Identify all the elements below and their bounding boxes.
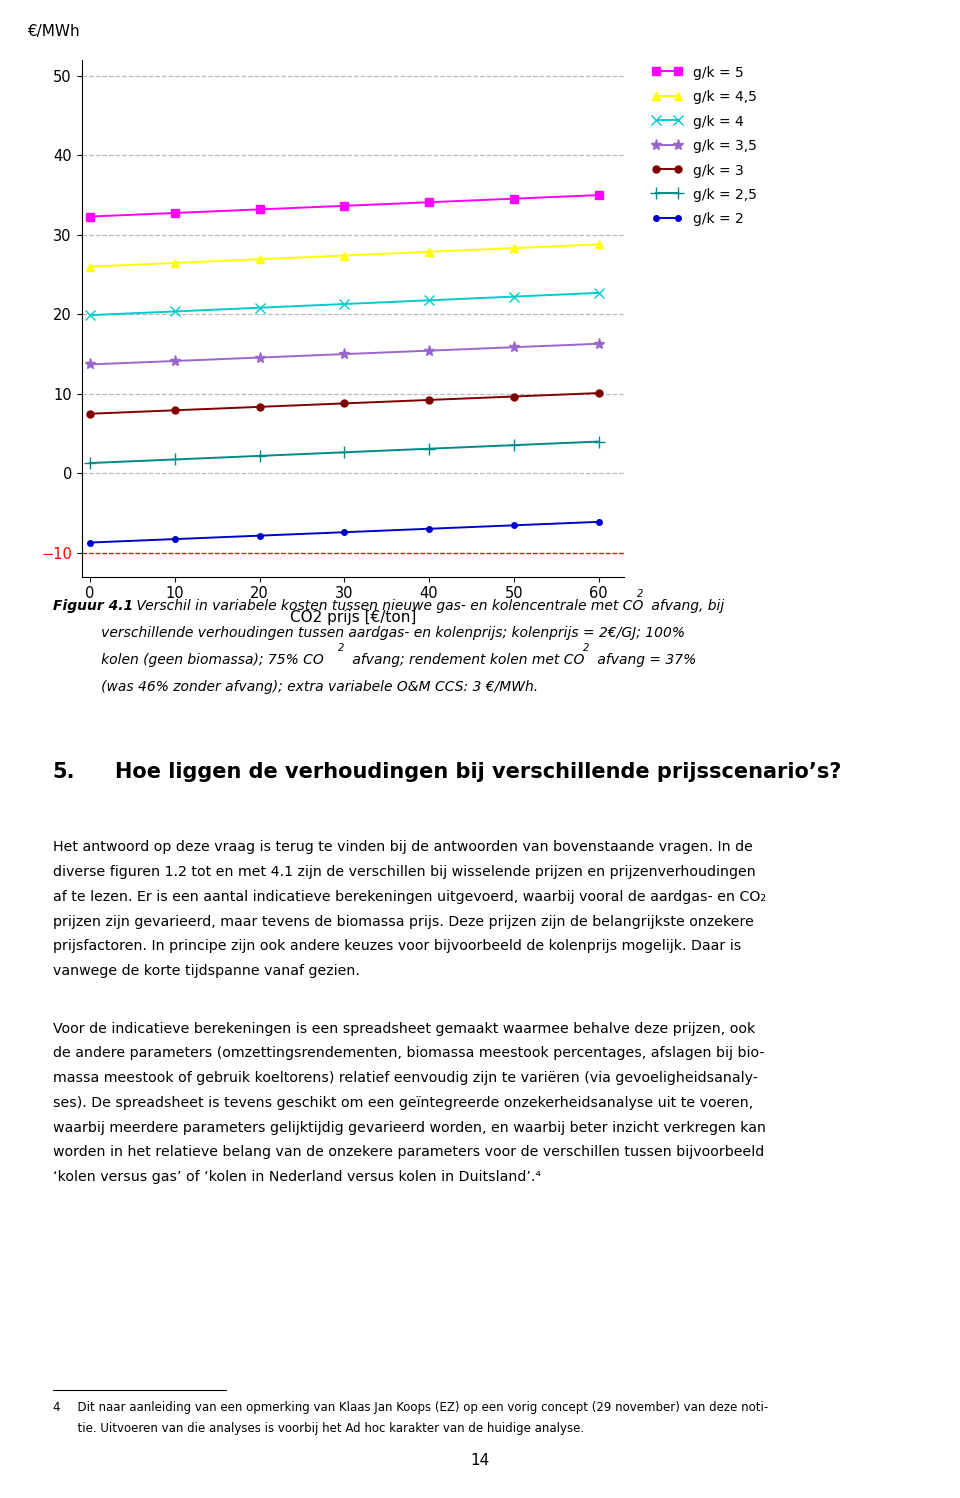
Text: worden in het relatieve belang van de onzekere parameters voor de verschillen tu: worden in het relatieve belang van de on… <box>53 1144 764 1159</box>
X-axis label: CO2 prijs [€/ton]: CO2 prijs [€/ton] <box>290 610 416 625</box>
Text: Voor de indicatieve berekeningen is een spreadsheet gemaakt waarmee behalve deze: Voor de indicatieve berekeningen is een … <box>53 1022 756 1035</box>
g/k = 3,5 <box>84 355 96 373</box>
Text: prijsfactoren. In principe zijn ook andere keuzes voor bijvoorbeeld de kolenprij: prijsfactoren. In principe zijn ook ande… <box>53 939 741 953</box>
Text: 5.: 5. <box>53 762 75 782</box>
Text: waarbij meerdere parameters gelijktijdig gevarieerd worden, en waarbij beter inz: waarbij meerdere parameters gelijktijdig… <box>53 1121 766 1134</box>
g/k = 3 <box>339 394 350 412</box>
g/k = 4,5 <box>508 240 519 258</box>
Text: Het antwoord op deze vraag is terug te vinden bij de antwoorden van bovenstaande: Het antwoord op deze vraag is terug te v… <box>53 840 753 854</box>
g/k = 2,5 <box>593 433 605 451</box>
g/k = 2 <box>593 512 605 530</box>
Text: ses). De spreadsheet is tevens geschikt om een geïntegreerde onzekerheidsanalyse: ses). De spreadsheet is tevens geschikt … <box>53 1095 753 1110</box>
g/k = 4 <box>593 285 605 303</box>
g/k = 5 <box>169 204 180 222</box>
g/k = 3 <box>508 388 519 406</box>
g/k = 3,5 <box>508 339 519 357</box>
g/k = 3,5 <box>169 352 180 370</box>
g/k = 3 <box>253 398 265 416</box>
g/k = 4 <box>253 298 265 316</box>
g/k = 2 <box>508 517 519 535</box>
Line: g/k = 5: g/k = 5 <box>85 190 603 220</box>
Text: de andere parameters (omzettingsrendementen, biomassa meestook percentages, afsl: de andere parameters (omzettingsrendemen… <box>53 1046 764 1061</box>
Text: af te lezen. Er is een aantal indicatieve berekeningen uitgevoerd, waarbij voora: af te lezen. Er is een aantal indicatiev… <box>53 890 766 903</box>
Line: g/k = 3: g/k = 3 <box>86 389 602 418</box>
g/k = 2,5 <box>169 451 180 469</box>
g/k = 2 <box>423 520 435 538</box>
Text: massa meestook of gebruik koeltorens) relatief eenvoudig zijn te variëren (via g: massa meestook of gebruik koeltorens) re… <box>53 1071 757 1085</box>
g/k = 3,5 <box>339 345 350 363</box>
g/k = 4 <box>508 288 519 306</box>
Text: afvang; rendement kolen met CO: afvang; rendement kolen met CO <box>348 653 585 667</box>
Text: Verschil in variabele kosten tussen nieuwe gas- en kolencentrale met CO: Verschil in variabele kosten tussen nieu… <box>132 599 643 613</box>
Text: 2: 2 <box>583 643 589 653</box>
Text: afvang = 37%: afvang = 37% <box>593 653 697 667</box>
Text: 14: 14 <box>470 1453 490 1468</box>
Legend: g/k = 5, g/k = 4,5, g/k = 4, g/k = 3,5, g/k = 3, g/k = 2,5, g/k = 2: g/k = 5, g/k = 4,5, g/k = 4, g/k = 3,5, … <box>647 61 761 231</box>
g/k = 4 <box>423 291 435 309</box>
Text: diverse figuren 1.2 tot en met 4.1 zijn de verschillen bij wisselende prijzen en: diverse figuren 1.2 tot en met 4.1 zijn … <box>53 864 756 879</box>
g/k = 4,5 <box>593 235 605 253</box>
Line: g/k = 3,5: g/k = 3,5 <box>84 339 604 370</box>
g/k = 5 <box>508 190 519 208</box>
Text: Figuur 4.1: Figuur 4.1 <box>53 599 132 613</box>
g/k = 5 <box>84 208 96 226</box>
g/k = 2,5 <box>253 446 265 464</box>
Text: vanwege de korte tijdspanne vanaf gezien.: vanwege de korte tijdspanne vanaf gezien… <box>53 965 360 978</box>
g/k = 3,5 <box>253 349 265 367</box>
g/k = 4 <box>84 306 96 324</box>
g/k = 5 <box>593 186 605 204</box>
Text: tie. Uitvoeren van die analyses is voorbij het Ad hoc karakter van de huidige an: tie. Uitvoeren van die analyses is voorb… <box>70 1422 585 1435</box>
Text: prijzen zijn gevarieerd, maar tevens de biomassa prijs. Deze prijzen zijn de bel: prijzen zijn gevarieerd, maar tevens de … <box>53 914 754 929</box>
Line: g/k = 4,5: g/k = 4,5 <box>85 240 603 271</box>
Text: Dit naar aanleiding van een opmerking van Klaas Jan Koops (EZ) op een vorig conc: Dit naar aanleiding van een opmerking va… <box>70 1401 768 1414</box>
g/k = 5 <box>253 201 265 219</box>
g/k = 2 <box>253 527 265 545</box>
Line: g/k = 2,5: g/k = 2,5 <box>84 436 604 469</box>
Text: afvang, bij: afvang, bij <box>647 599 724 613</box>
Text: ‘kolen versus gas’ of ‘kolen in Nederland versus kolen in Duitsland’.⁴: ‘kolen versus gas’ of ‘kolen in Nederlan… <box>53 1170 540 1183</box>
g/k = 5 <box>423 193 435 211</box>
Text: €/MWh: €/MWh <box>28 24 80 39</box>
g/k = 2,5 <box>508 436 519 454</box>
g/k = 3,5 <box>423 342 435 360</box>
g/k = 4 <box>169 303 180 321</box>
Text: verschillende verhoudingen tussen aardgas- en kolenprijs; kolenprijs = 2€/GJ; 10: verschillende verhoudingen tussen aardga… <box>53 626 684 640</box>
g/k = 4,5 <box>253 250 265 268</box>
g/k = 4,5 <box>169 255 180 273</box>
g/k = 3 <box>593 383 605 401</box>
g/k = 2 <box>339 523 350 541</box>
g/k = 3 <box>84 404 96 422</box>
g/k = 3 <box>169 401 180 419</box>
Text: kolen (geen biomassa); 75% CO: kolen (geen biomassa); 75% CO <box>53 653 324 667</box>
Text: 2: 2 <box>338 643 345 653</box>
Line: g/k = 2: g/k = 2 <box>87 520 601 545</box>
g/k = 2,5 <box>423 440 435 458</box>
g/k = 2 <box>84 533 96 551</box>
Line: g/k = 4: g/k = 4 <box>85 288 604 321</box>
g/k = 4,5 <box>339 247 350 265</box>
g/k = 4,5 <box>84 258 96 276</box>
g/k = 4 <box>339 295 350 313</box>
Text: (was 46% zonder afvang); extra variabele O&M CCS: 3 €/MWh.: (was 46% zonder afvang); extra variabele… <box>53 680 538 694</box>
Text: Hoe liggen de verhoudingen bij verschillende prijsscenario’s?: Hoe liggen de verhoudingen bij verschill… <box>115 762 842 782</box>
g/k = 5 <box>339 196 350 214</box>
g/k = 3,5 <box>593 334 605 352</box>
Text: 2: 2 <box>636 589 643 599</box>
Text: 4: 4 <box>53 1401 60 1414</box>
g/k = 2,5 <box>339 443 350 461</box>
g/k = 2,5 <box>84 454 96 472</box>
g/k = 4,5 <box>423 243 435 261</box>
g/k = 3 <box>423 391 435 409</box>
g/k = 2 <box>169 530 180 548</box>
